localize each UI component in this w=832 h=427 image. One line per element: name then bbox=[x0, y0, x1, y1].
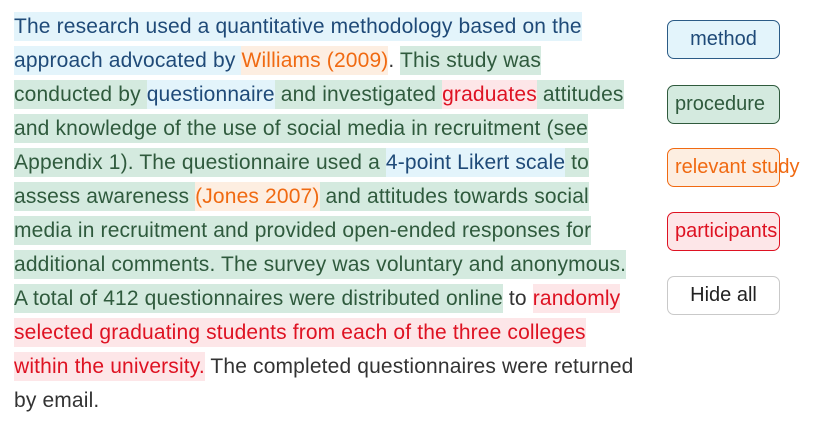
method-highlight: 4-point Likert scale bbox=[385, 148, 566, 177]
highlighted-passage: The research used a quantitative methodo… bbox=[14, 10, 639, 418]
plain-text: . bbox=[388, 49, 401, 72]
procedure-toggle-button[interactable]: procedure bbox=[667, 85, 780, 124]
method-toggle-button[interactable]: method bbox=[667, 20, 780, 59]
hide-all-button[interactable]: Hide all bbox=[667, 276, 780, 315]
relevant-study-highlight: (Jones 2007) bbox=[195, 182, 320, 211]
hide-all-label: Hide all bbox=[690, 284, 757, 306]
method-toggle-label: method bbox=[690, 28, 757, 50]
relevant-study-toggle-button[interactable]: relevant study bbox=[667, 148, 800, 187]
participants-toggle-button[interactable]: participants bbox=[667, 212, 780, 251]
procedure-toggle-label: procedure bbox=[675, 93, 766, 115]
procedure-highlight: and investigated bbox=[274, 80, 443, 109]
method-highlight: questionnaire bbox=[146, 80, 275, 109]
plain-text: to bbox=[502, 287, 533, 310]
participants-toggle-label: participants bbox=[675, 220, 778, 242]
plain-text: The completed questionnaires were return… bbox=[14, 355, 634, 412]
participants-highlight: graduates bbox=[442, 80, 537, 109]
relevant-study-toggle-label: relevant study bbox=[675, 156, 800, 178]
relevant-study-highlight: Williams (2009) bbox=[241, 46, 389, 75]
